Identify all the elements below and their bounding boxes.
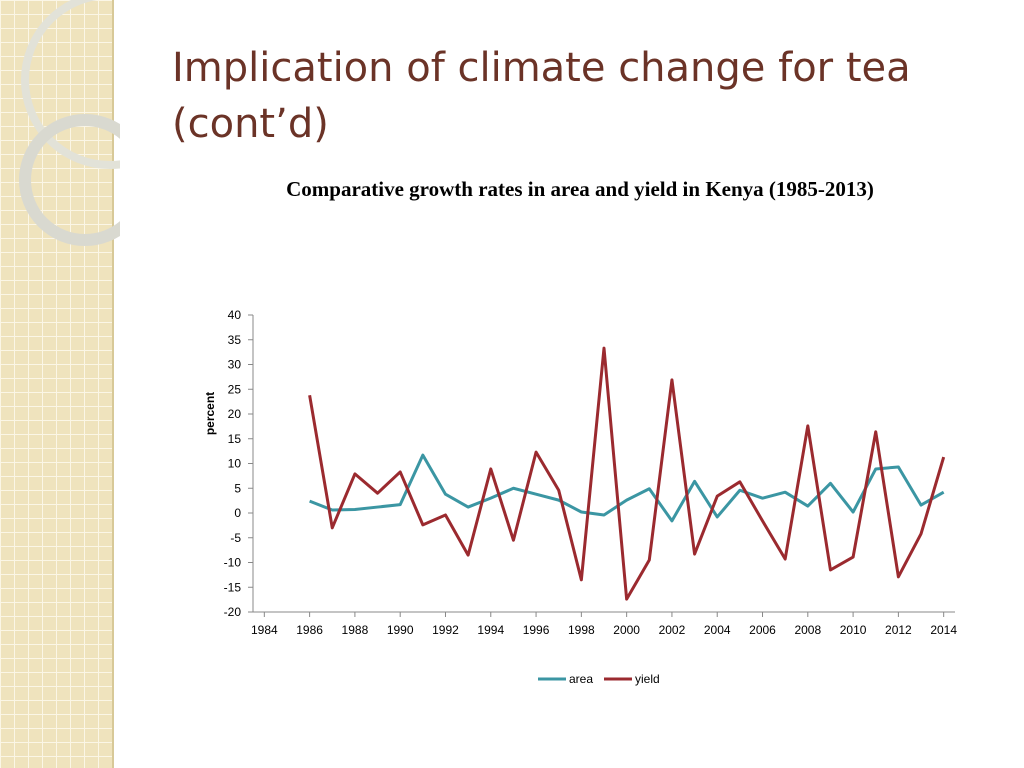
y-tick-label: -20 [224,605,242,619]
x-tick-label: 1994 [477,623,504,637]
y-axis-label: percent [203,392,217,435]
y-tick-label: 0 [234,506,241,520]
legend-label: area [569,672,593,686]
series-line [309,453,945,523]
y-tick-label: -10 [224,556,242,570]
x-tick-label: 2014 [930,623,957,637]
x-tick-label: 1996 [523,623,550,637]
chart-title: Comparative growth rates in area and yie… [286,177,874,201]
x-tick-label: 1990 [387,623,414,637]
x-tick-label: 1986 [296,623,323,637]
x-tick-label: 1998 [568,623,595,637]
y-tick-label: 30 [228,358,242,372]
x-tick-label: 2002 [659,623,686,637]
slide-title: Implication of climate change for tea (c… [172,45,911,147]
y-tick-label: 35 [228,333,242,347]
x-tick-label: 1988 [342,623,369,637]
y-tick-label: 10 [228,457,242,471]
y-tick-label: 40 [228,308,242,322]
x-tick-label: 2006 [749,623,776,637]
y-tick-label: -5 [230,531,241,545]
x-tick-label: 2004 [704,623,731,637]
y-tick-label: 20 [228,407,242,421]
x-tick-label: 2012 [885,623,912,637]
x-tick-label: 2008 [794,623,821,637]
y-tick-label: 15 [228,432,242,446]
y-tick-label: -15 [224,580,242,594]
x-tick-label: 2010 [840,623,867,637]
x-tick-label: 2000 [613,623,640,637]
side-decoration [0,0,120,768]
series-line [308,346,946,601]
legend-label: yield [635,672,660,686]
x-tick-label: 1984 [251,623,278,637]
x-tick-label: 1992 [432,623,459,637]
y-tick-label: 5 [234,481,241,495]
y-tick-label: 25 [228,382,242,396]
